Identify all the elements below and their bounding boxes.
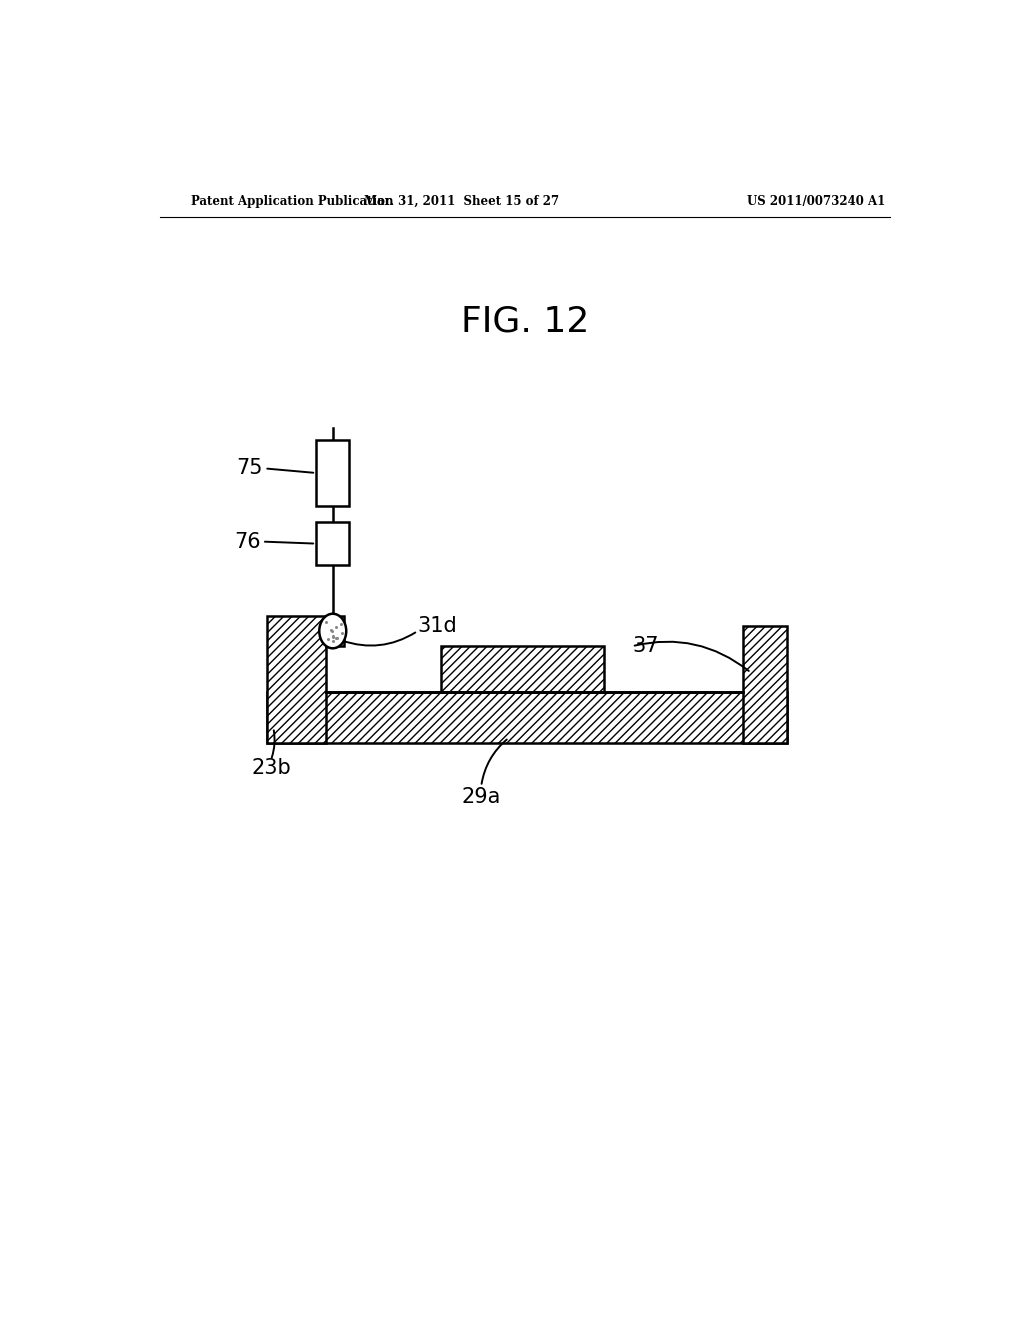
Text: 31d: 31d bbox=[418, 616, 458, 636]
Text: 29a: 29a bbox=[462, 787, 501, 807]
Text: 37: 37 bbox=[632, 636, 658, 656]
Text: US 2011/0073240 A1: US 2011/0073240 A1 bbox=[748, 194, 886, 207]
Text: 75: 75 bbox=[237, 458, 263, 478]
Text: FIG. 12: FIG. 12 bbox=[461, 304, 589, 338]
Bar bbox=[327, 615, 344, 647]
Text: 76: 76 bbox=[233, 532, 260, 552]
Text: Patent Application Publication: Patent Application Publication bbox=[191, 194, 394, 207]
Bar bbox=[267, 615, 327, 743]
Text: Mar. 31, 2011  Sheet 15 of 27: Mar. 31, 2011 Sheet 15 of 27 bbox=[364, 194, 559, 207]
Circle shape bbox=[319, 614, 346, 648]
Bar bbox=[267, 692, 786, 743]
Bar bbox=[743, 626, 786, 743]
Text: 23b: 23b bbox=[251, 758, 291, 779]
Bar bbox=[316, 440, 349, 506]
Bar bbox=[441, 647, 604, 692]
Bar bbox=[316, 523, 349, 565]
